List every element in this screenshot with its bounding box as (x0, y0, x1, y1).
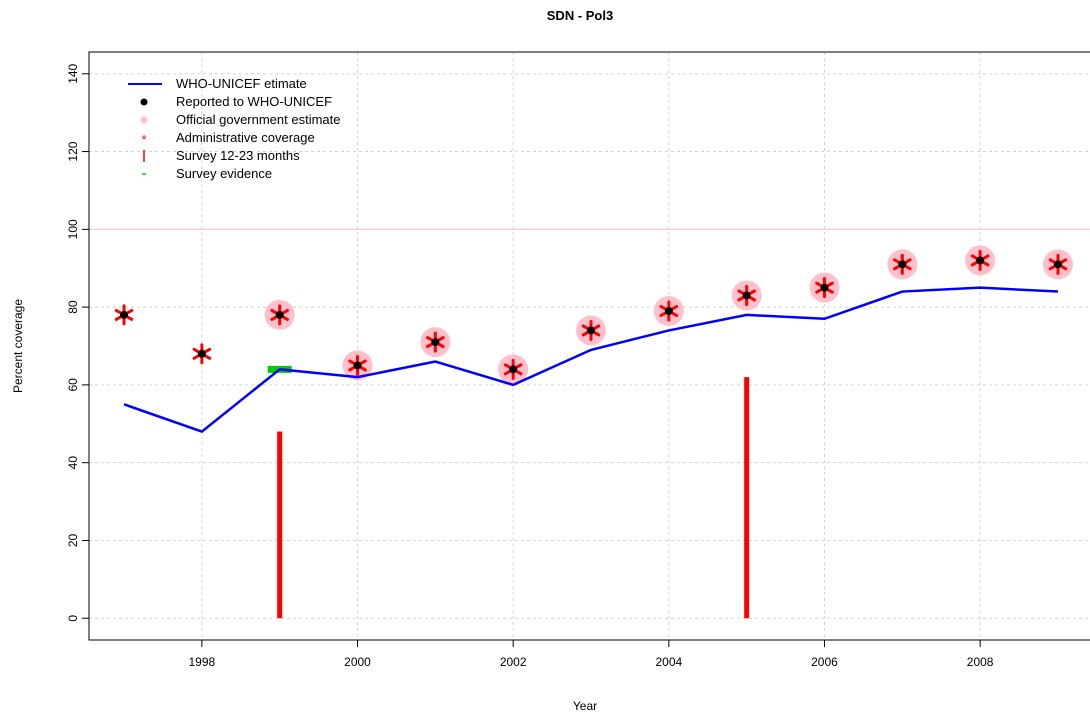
y-tick-label: 40 (66, 456, 80, 470)
reported-point (1053, 260, 1062, 269)
y-tick-label: 0 (66, 615, 80, 622)
x-axis: 1998 2000 2002 2004 2006 2008 (189, 640, 994, 669)
series-layer (114, 245, 1073, 619)
legend-label: Administrative coverage (176, 130, 315, 145)
y-axis: 0 20 40 60 80 100 120 140 (66, 63, 89, 622)
x-tick-label: 2008 (967, 655, 994, 669)
series-survey-12-23-months (277, 377, 750, 619)
legend-item: Reported to WHO-UNICEF (140, 94, 332, 109)
series-administrative-coverage (114, 249, 1068, 380)
x-tick-label: 2006 (811, 655, 838, 669)
estimate-line (123, 286, 1059, 433)
reported-point (742, 291, 751, 300)
reported-point (197, 349, 206, 358)
reported-point (820, 283, 829, 292)
y-tick-label: 120 (66, 141, 80, 161)
reported-point (898, 260, 907, 269)
legend-label: Reported to WHO-UNICEF (176, 94, 332, 109)
reported-point (976, 256, 985, 265)
legend-item: Official government estimate (140, 112, 341, 127)
y-tick-label: 100 (66, 219, 80, 239)
y-tick-label: 60 (66, 378, 80, 392)
chart-title: SDN - Pol3 (547, 8, 613, 23)
reported-point (587, 326, 595, 335)
legend-item: * Administrative coverage (141, 130, 314, 147)
reported-point (431, 338, 440, 347)
legend-label: Survey evidence (176, 166, 272, 181)
reported-point (353, 361, 362, 370)
legend-star-icon: * (141, 132, 146, 147)
legend-circle-icon (140, 116, 148, 124)
legend-item: WHO-UNICEF etimate (128, 76, 307, 91)
y-axis-label: Percent coverage (11, 299, 25, 393)
series-reported-to-who-unicef (120, 256, 1062, 374)
reported-point (120, 310, 129, 319)
x-tick-label: 2004 (655, 655, 682, 669)
legend: WHO-UNICEF etimate Reported to WHO-UNICEF… (128, 76, 341, 181)
reported-point (275, 310, 284, 319)
y-tick-label: 80 (66, 300, 80, 314)
x-tick-label: 1998 (189, 655, 216, 669)
series-who-unicef-etimate (123, 286, 1059, 433)
legend-label: Official government estimate (176, 112, 341, 127)
x-tick-label: 2002 (500, 655, 527, 669)
legend-label: WHO-UNICEF etimate (176, 76, 307, 91)
x-tick-label: 2000 (344, 655, 371, 669)
legend-item: Survey evidence (142, 166, 272, 181)
reported-point (509, 365, 518, 374)
legend-item: Survey 12-23 months (143, 148, 300, 163)
legend-label: Survey 12-23 months (176, 148, 300, 163)
legend-dot-icon (140, 98, 148, 106)
plot-frame (88, 51, 1090, 641)
y-tick-label: 140 (66, 63, 80, 83)
y-tick-label: 20 (66, 533, 80, 547)
reported-point (664, 307, 673, 315)
x-axis-label: Year (573, 699, 597, 713)
